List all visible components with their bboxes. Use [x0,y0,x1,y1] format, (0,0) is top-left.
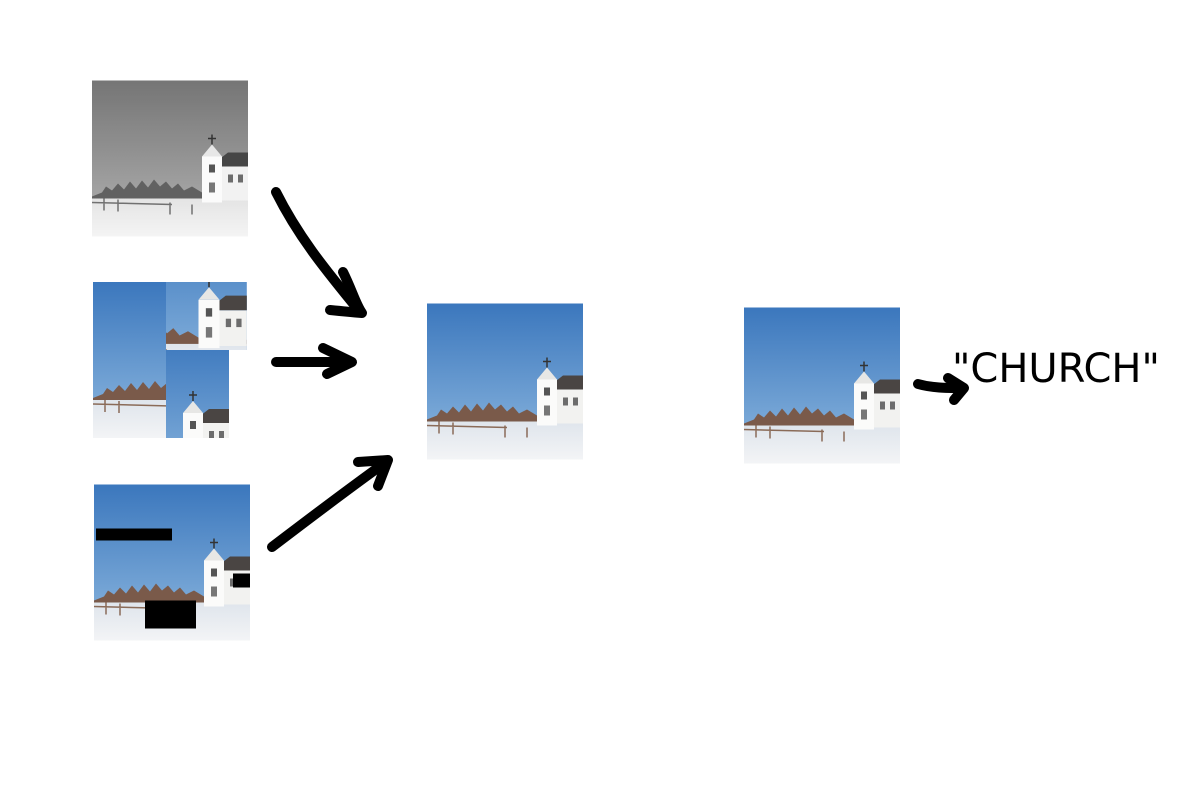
masked-image [94,484,250,641]
mask-block [233,573,250,588]
hand-drawn-arrow-icon [943,373,969,405]
mask-block [145,600,196,629]
hand-drawn-arrow-icon [267,457,391,552]
church-scene-image [94,484,250,641]
hand-drawn-arrow-icon [318,343,357,379]
hand-drawn-arrow-icon [325,267,367,318]
hand-drawn-arrow-icon [353,455,393,491]
mask-block [96,528,172,541]
class-label: "CHURCH" [952,346,1160,392]
